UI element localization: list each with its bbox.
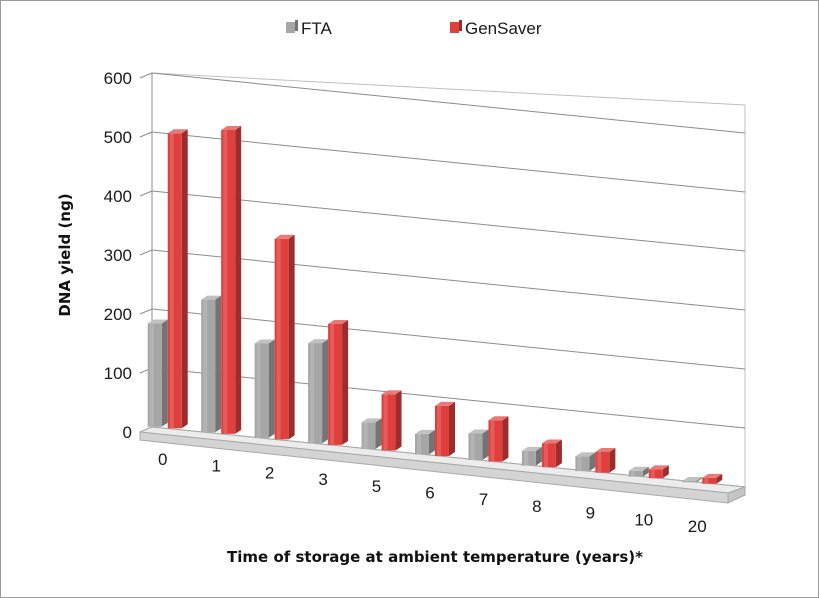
floor-side: [727, 486, 746, 504]
x-tick-label: 0: [158, 450, 167, 469]
bar-FTA-0: [147, 319, 168, 427]
y-tick-label: 0: [123, 423, 132, 442]
legend: FTA GenSaver: [286, 19, 542, 38]
y-tick-label: 400: [104, 187, 132, 206]
y-tick-label: 200: [104, 305, 132, 324]
bar-GenSaver-9: [595, 447, 616, 473]
bar-GenSaver-20: [702, 473, 723, 484]
y-tick-label: 600: [104, 69, 132, 88]
bar-FTA-10: [628, 466, 649, 477]
x-tick-label: 6: [425, 484, 434, 503]
legend-label: GenSaver: [465, 19, 542, 38]
bar-FTA-1: [201, 295, 222, 433]
x-tick-label: 7: [479, 490, 488, 509]
legend-label: FTA: [301, 19, 333, 38]
x-tick-label: 2: [265, 463, 274, 482]
gridline-400: [151, 190, 746, 252]
gridline-500: [151, 131, 746, 193]
gridline-600: [151, 72, 746, 134]
bar-FTA-6: [415, 429, 435, 455]
y-axis-depth-tick: [139, 249, 153, 256]
legend-item-FTA: FTA: [286, 19, 333, 38]
x-tick-label: 5: [372, 477, 381, 496]
bar-GenSaver-8: [541, 439, 562, 468]
x-tick-label: 9: [586, 504, 595, 523]
y-axis-depth-tick: [139, 190, 153, 197]
bar-FTA-20: [682, 477, 703, 483]
y-tick-label: 300: [104, 246, 132, 265]
bar-GenSaver-0: [167, 129, 188, 429]
legend-swatch: [286, 22, 295, 33]
x-tick-label: 3: [318, 470, 327, 489]
gridlines: [139, 72, 746, 488]
bar-FTA-8: [521, 446, 542, 466]
chart-floor: [139, 426, 746, 504]
y-tick-labels: 0 100 200 300 400 500 600: [104, 69, 132, 442]
bar-FTA-2: [254, 339, 275, 438]
gridline-300: [151, 249, 746, 311]
bar-FTA-7: [468, 429, 489, 461]
bar-GenSaver-6: [435, 401, 455, 456]
x-tick-label: 8: [532, 497, 541, 516]
y-axis-depth-tick: [139, 72, 153, 79]
y-tick-label: 500: [104, 128, 132, 147]
bar-GenSaver-10: [648, 465, 669, 479]
bar-GenSaver-3: [328, 319, 349, 445]
bar-GenSaver-7: [488, 416, 509, 462]
gridline-100: [151, 367, 746, 429]
bar-FTA-9: [575, 452, 596, 472]
y-axis-depth-tick: [139, 308, 153, 315]
x-tick-label: 20: [688, 517, 707, 536]
bar-GenSaver-1: [221, 125, 242, 434]
x-tick-label: 10: [634, 510, 653, 529]
y-axis-depth-tick: [139, 131, 153, 138]
gridline-200: [151, 308, 746, 370]
y-tick-label: 100: [104, 364, 132, 383]
bar-FTA-3: [308, 339, 329, 444]
y-axis-title: DNA yield (ng): [56, 193, 74, 316]
legend-swatch: [450, 22, 459, 33]
bars: [147, 125, 723, 484]
bar-GenSaver-5: [381, 390, 402, 451]
x-tick-label: 1: [211, 457, 220, 476]
legend-item-GenSaver: GenSaver: [450, 19, 542, 38]
bar-FTA-5: [361, 418, 382, 449]
x-tick-labels: 0 1 2 3 5 6 7 8 9 10 20: [158, 450, 707, 536]
bar-GenSaver-2: [274, 234, 295, 440]
x-axis-title: Time of storage at ambient temperature (…: [227, 548, 643, 566]
